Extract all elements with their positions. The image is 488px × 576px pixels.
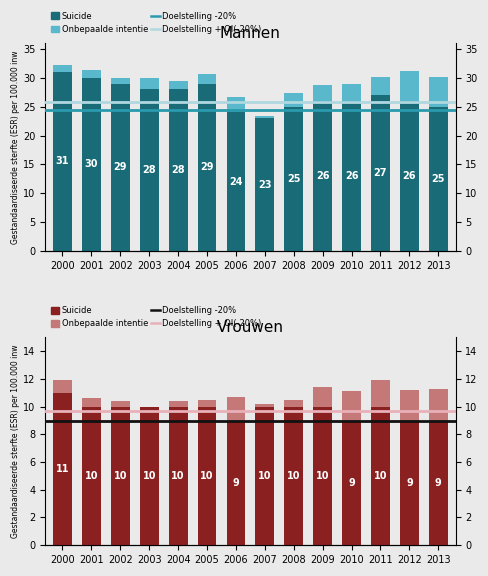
Text: 29: 29 xyxy=(200,162,213,172)
Text: 9: 9 xyxy=(232,478,239,488)
Bar xyxy=(255,404,274,407)
Bar xyxy=(197,74,216,84)
Bar xyxy=(168,407,187,545)
Text: 23: 23 xyxy=(258,180,271,190)
Text: 29: 29 xyxy=(113,162,127,172)
Bar xyxy=(370,77,389,95)
Bar xyxy=(428,107,447,251)
Text: 28: 28 xyxy=(171,165,184,175)
Bar xyxy=(168,89,187,251)
Bar xyxy=(255,118,274,251)
Text: 9: 9 xyxy=(347,478,354,488)
Bar xyxy=(197,84,216,251)
Bar xyxy=(226,112,245,251)
Bar xyxy=(399,71,418,101)
Bar xyxy=(140,407,158,545)
Text: 9: 9 xyxy=(405,478,412,488)
Bar xyxy=(313,387,331,407)
Bar xyxy=(284,107,303,251)
Text: 24: 24 xyxy=(229,177,242,187)
Bar xyxy=(313,101,331,251)
Text: 10: 10 xyxy=(200,471,213,481)
Text: 10: 10 xyxy=(258,471,271,481)
Bar xyxy=(342,420,360,545)
Bar xyxy=(53,65,72,72)
Bar xyxy=(313,407,331,545)
Y-axis label: Gestandaardiseerde sterfte (ESR) per 100.000 inw: Gestandaardiseerde sterfte (ESR) per 100… xyxy=(11,50,20,244)
Text: 10: 10 xyxy=(113,471,127,481)
Bar xyxy=(82,78,101,251)
Title: Mannen: Mannen xyxy=(220,26,280,41)
Bar xyxy=(53,393,72,545)
Bar xyxy=(399,390,418,420)
Bar xyxy=(168,401,187,407)
Bar xyxy=(111,401,129,407)
Bar xyxy=(284,407,303,545)
Bar xyxy=(226,420,245,545)
Text: 10: 10 xyxy=(84,471,98,481)
Bar xyxy=(255,407,274,545)
Legend: Suicide, Onbepaalde intentie, Doelstelling -20%, Doelstelling + OI(-20%): Suicide, Onbepaalde intentie, Doelstelli… xyxy=(49,304,263,330)
Text: 25: 25 xyxy=(431,174,444,184)
Legend: Suicide, Onbepaalde intentie, Doelstelling -20%, Doelstelling + OI(-20%): Suicide, Onbepaalde intentie, Doelstelli… xyxy=(49,10,263,36)
Text: 10: 10 xyxy=(286,471,300,481)
Bar xyxy=(226,97,245,112)
Text: 26: 26 xyxy=(315,171,329,181)
Y-axis label: Gestandaardiseerde sterfte (ESR) per 100.000 inw: Gestandaardiseerde sterfte (ESR) per 100… xyxy=(11,344,20,538)
Bar xyxy=(399,420,418,545)
Text: 10: 10 xyxy=(373,471,386,481)
Text: 26: 26 xyxy=(402,171,415,181)
Text: 28: 28 xyxy=(142,165,156,175)
Bar xyxy=(53,72,72,251)
Bar xyxy=(53,380,72,393)
Bar xyxy=(82,407,101,545)
Bar xyxy=(313,85,331,101)
Text: 30: 30 xyxy=(84,160,98,169)
Bar xyxy=(284,400,303,407)
Text: 11: 11 xyxy=(56,464,69,474)
Bar xyxy=(370,95,389,251)
Text: 9: 9 xyxy=(434,478,441,488)
Bar xyxy=(197,400,216,407)
Bar xyxy=(197,407,216,545)
Text: 10: 10 xyxy=(315,471,329,481)
Bar xyxy=(140,78,158,89)
Bar xyxy=(82,70,101,78)
Bar xyxy=(342,101,360,251)
Text: 26: 26 xyxy=(344,171,358,181)
Bar xyxy=(111,407,129,545)
Bar xyxy=(111,84,129,251)
Text: 27: 27 xyxy=(373,168,386,178)
Text: 10: 10 xyxy=(142,471,156,481)
Text: 10: 10 xyxy=(171,471,184,481)
Bar xyxy=(370,407,389,545)
Bar xyxy=(428,77,447,107)
Text: 31: 31 xyxy=(56,157,69,166)
Bar xyxy=(82,399,101,407)
Text: 25: 25 xyxy=(286,174,300,184)
Bar xyxy=(370,380,389,407)
Bar xyxy=(226,397,245,420)
Bar xyxy=(399,101,418,251)
Bar xyxy=(255,116,274,118)
Bar xyxy=(428,389,447,420)
Title: Vrouwen: Vrouwen xyxy=(217,320,284,335)
Bar xyxy=(342,392,360,420)
Bar xyxy=(111,78,129,84)
Bar xyxy=(140,89,158,251)
Bar xyxy=(168,81,187,89)
Bar xyxy=(428,420,447,545)
Bar xyxy=(342,84,360,101)
Bar xyxy=(284,93,303,107)
